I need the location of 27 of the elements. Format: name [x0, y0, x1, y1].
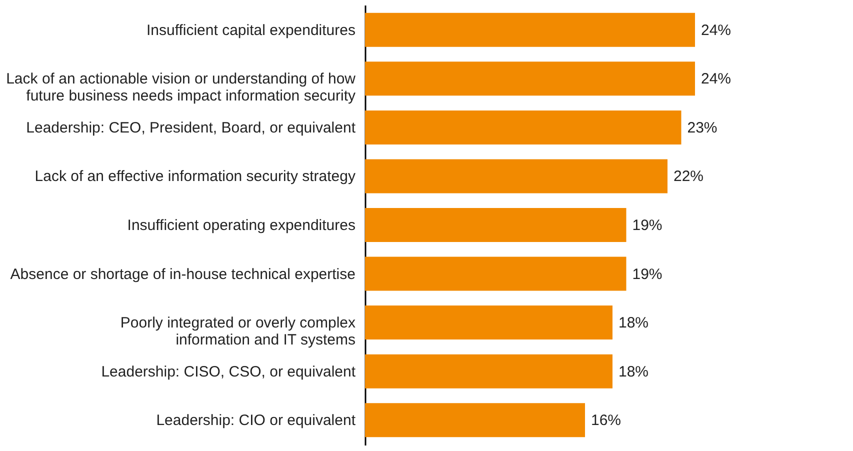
data-label: 23% — [687, 119, 718, 136]
y-tick-label: Leadership: CEO, President, Board, or equivalent — [26, 119, 356, 136]
data-label: 18% — [618, 363, 649, 380]
data-label: 24% — [701, 70, 732, 88]
y-tick-label: Leadership: CISO, CSO, or equivalent — [101, 363, 356, 380]
y-tick-label: Insufficient capital expenditures — [146, 22, 356, 39]
y-tick-label: Leadership: CIO or equivalent — [156, 412, 356, 430]
data-label: 19% — [632, 266, 662, 283]
bar — [365, 110, 682, 144]
bar — [365, 306, 612, 340]
y-tick-label: Lack of an actionable vision or understanding of how future business needs impact information security — [6, 70, 356, 105]
data-label: 18% — [618, 314, 649, 332]
data-label: 22% — [674, 168, 704, 186]
data-label: 24% — [701, 22, 732, 39]
data-label: 16% — [591, 412, 622, 430]
y-tick-label: Insufficient operating expenditures — [127, 217, 356, 234]
bar — [365, 12, 695, 47]
y-tick-label: Poorly integrated or overly complex information and IT systems — [120, 314, 356, 349]
bar — [365, 354, 612, 388]
bar — [365, 159, 668, 194]
y-tick-label: Lack of an effective information security strategy — [34, 168, 356, 186]
bar — [365, 62, 695, 96]
bar — [365, 208, 626, 242]
bar — [365, 403, 585, 438]
y-tick-label: Absence or shortage of in-house technical expertise — [10, 266, 356, 283]
data-label: 19% — [632, 217, 662, 234]
bar — [365, 256, 626, 291]
